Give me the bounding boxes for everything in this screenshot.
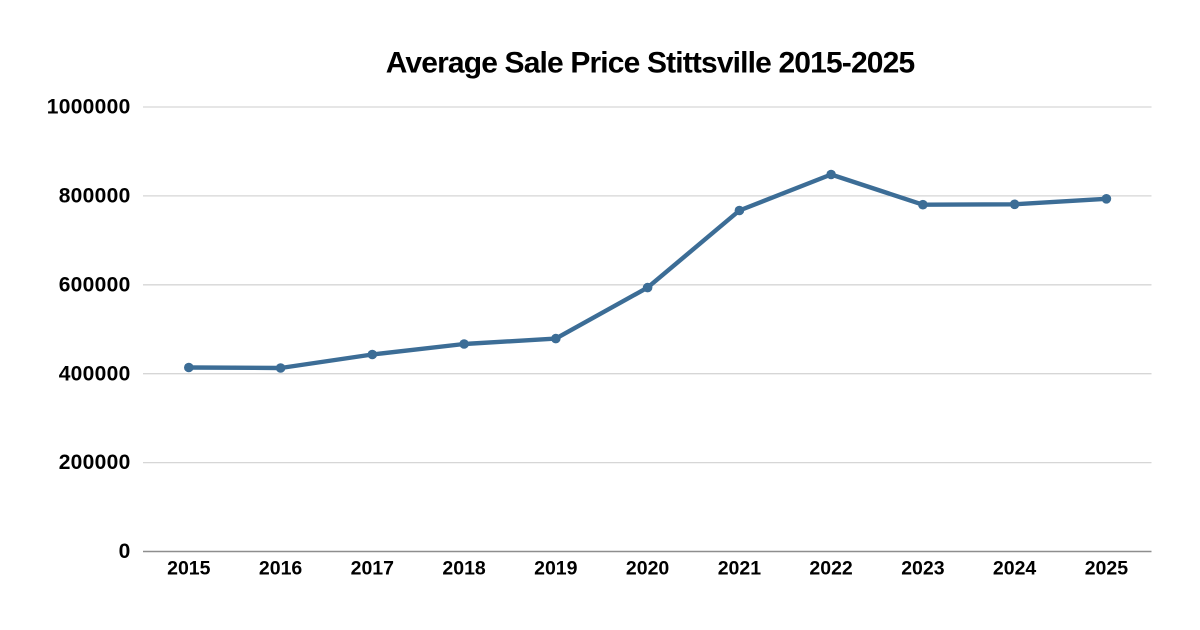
svg-text:800000: 800000 [59,185,131,208]
svg-text:2020: 2020 [626,558,670,580]
svg-text:2022: 2022 [809,558,853,580]
svg-text:2017: 2017 [351,558,394,580]
svg-text:Average Sale Price Stittsville: Average Sale Price Stittsville 2015-2025 [386,46,915,79]
svg-text:1000000: 1000000 [47,96,131,119]
svg-text:600000: 600000 [59,273,131,296]
svg-text:2018: 2018 [442,558,486,580]
svg-text:200000: 200000 [59,451,131,474]
svg-text:2025: 2025 [1085,558,1129,580]
svg-text:2019: 2019 [534,558,578,580]
svg-text:400000: 400000 [59,362,131,385]
svg-text:2021: 2021 [718,558,762,580]
svg-text:0: 0 [119,540,131,563]
svg-text:2024: 2024 [993,558,1037,580]
svg-text:2016: 2016 [259,558,303,580]
svg-text:2015: 2015 [167,558,211,580]
svg-text:2023: 2023 [901,558,945,580]
